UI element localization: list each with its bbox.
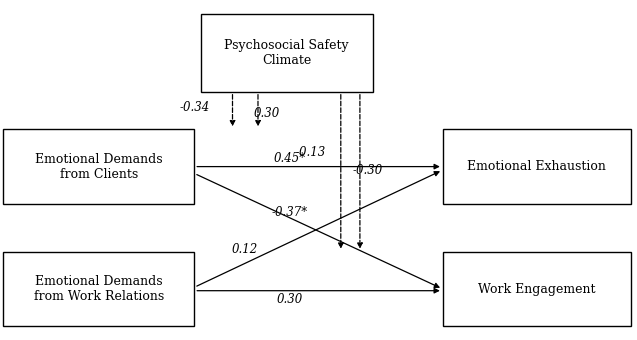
Text: -0.34: -0.34 bbox=[179, 101, 210, 114]
FancyBboxPatch shape bbox=[201, 14, 373, 92]
Text: 0.30: 0.30 bbox=[253, 107, 280, 120]
FancyBboxPatch shape bbox=[3, 252, 194, 326]
Text: 0.30: 0.30 bbox=[276, 293, 303, 306]
FancyBboxPatch shape bbox=[3, 129, 194, 204]
Text: 0.45*: 0.45* bbox=[274, 152, 306, 165]
Text: Emotional Demands
from Work Relations: Emotional Demands from Work Relations bbox=[34, 275, 164, 303]
Text: Emotional Demands
from Clients: Emotional Demands from Clients bbox=[35, 153, 162, 181]
FancyBboxPatch shape bbox=[443, 252, 631, 326]
Text: -0.13: -0.13 bbox=[296, 147, 326, 159]
Text: -0.37*: -0.37* bbox=[272, 206, 308, 219]
Text: Work Engagement: Work Engagement bbox=[478, 283, 596, 295]
Text: Psychosocial Safety
Climate: Psychosocial Safety Climate bbox=[224, 39, 349, 67]
Text: 0.12: 0.12 bbox=[232, 243, 259, 256]
Text: Emotional Exhaustion: Emotional Exhaustion bbox=[467, 160, 606, 173]
Text: -0.30: -0.30 bbox=[353, 164, 383, 176]
FancyBboxPatch shape bbox=[443, 129, 631, 204]
